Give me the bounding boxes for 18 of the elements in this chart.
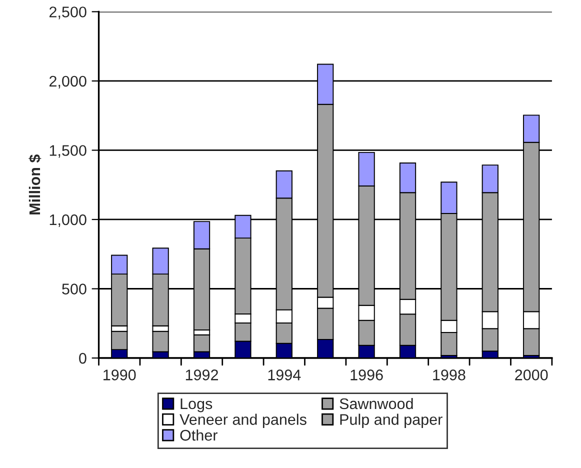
x-tick-label: 1992 (186, 370, 218, 380)
x-tick-label: 1994 (268, 370, 301, 380)
y-tick-label: 1,500 (50, 145, 86, 158)
x-tick-label: 1998 (433, 370, 466, 380)
legend-label: Logs (180, 398, 212, 412)
y-tick-label: 1,000 (50, 214, 86, 227)
x-tick-label: 2000 (515, 370, 548, 380)
y-axis-title: Million $ (28, 154, 42, 214)
y-tick-label: 2,500 (50, 6, 86, 20)
y-tick-label: 2,000 (50, 76, 86, 88)
legend-label: Sawnwood (340, 398, 413, 410)
legend-label: Pulp and paper (340, 414, 442, 428)
legend-label: Other (180, 429, 218, 441)
x-tick-label: 1990 (104, 370, 136, 380)
y-tick-label: 500 (62, 284, 86, 294)
x-tick-label: 1996 (350, 370, 383, 380)
legend-label: Veneer and panels (180, 414, 306, 428)
y-tick-label: 0 (79, 352, 86, 364)
